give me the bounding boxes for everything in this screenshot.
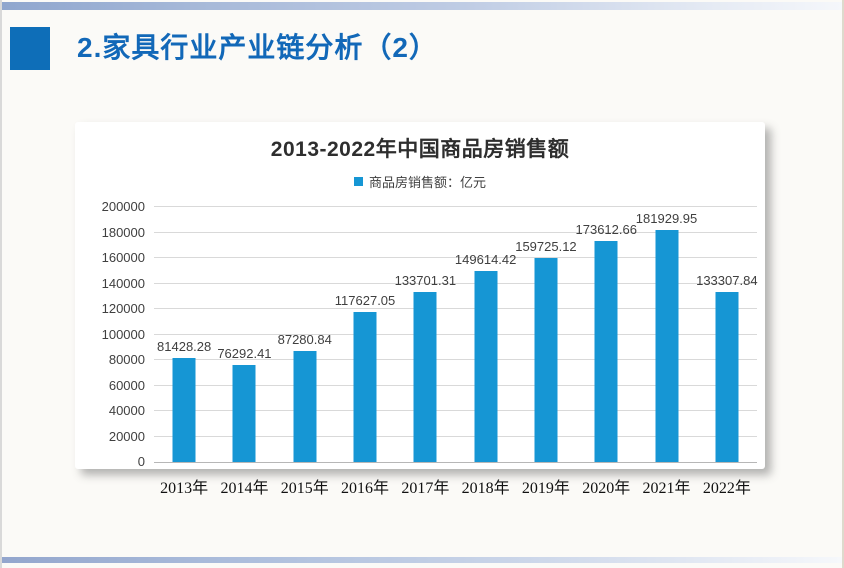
bar-column: 133701.31: [394, 207, 457, 462]
bar-column: 181929.95: [635, 207, 698, 462]
bar-data-label: 76292.41: [217, 345, 272, 361]
x-axis-line: [154, 462, 757, 463]
bar-data-label: 87280.84: [277, 331, 332, 347]
bar-column: 133307.84: [696, 207, 758, 462]
y-tick-label: 80000: [108, 352, 145, 367]
legend-label: 商品房销售额：亿元: [368, 174, 486, 190]
bar-2019年: [534, 258, 558, 462]
x-tick-label: 2016年: [341, 480, 390, 497]
legend-swatch-icon: [353, 176, 363, 186]
bar-data-label: 81428.28: [157, 339, 212, 355]
bar-2016年: [353, 312, 377, 462]
x-tick-label: 2020年: [582, 480, 631, 497]
x-axis-labels: 2013年 2014年 2015年 2016年 2017年 2018年 2019年 2020年…: [154, 474, 757, 497]
y-tick-label: 120000: [101, 301, 145, 316]
y-tick-label: 60000: [108, 377, 145, 393]
bar-data-label: 133307.84: [696, 273, 758, 289]
bar-data-label: 159725.12: [515, 239, 577, 255]
y-tick-label: 160000: [101, 250, 145, 265]
chart-card: 2013-2022年中国商品房销售额 商品房销售额：亿元 0 20000 40000…: [75, 122, 765, 469]
y-tick-label: 0: [137, 454, 145, 469]
x-tick-label: 2013年: [160, 480, 209, 497]
bar-column: 87280.84: [275, 207, 335, 462]
bar-column: 81428.28: [154, 207, 214, 462]
bar-column: 76292.41: [214, 207, 274, 462]
plot-area: 0 20000 40000 60000 80000 100000 120000 140000 1…: [102, 199, 758, 469]
chart-title: 2013-2022年中国商品房销售额: [270, 138, 570, 161]
gridline: [154, 410, 757, 411]
bar-column: 173612.66: [575, 207, 637, 462]
x-tick-label: 2014年: [220, 480, 269, 497]
gridline: [154, 359, 757, 360]
bar-2017年: [413, 291, 437, 462]
x-tick-label: 2021年: [642, 480, 691, 497]
y-tick-label: 40000: [108, 403, 145, 418]
bar-column: 149614.42: [454, 207, 517, 462]
gridline: [154, 308, 757, 309]
x-tick-label: 2017年: [401, 480, 450, 497]
bar-2020年: [594, 240, 618, 462]
gridline: [154, 384, 757, 386]
bar-2013年: [172, 358, 196, 462]
bar-data-label: 173612.66: [575, 221, 637, 237]
bar-2021年: [655, 230, 679, 462]
title-bullet-square-icon: [10, 27, 50, 70]
bar-2014年: [232, 364, 256, 462]
bar-data-label: 117627.05: [334, 293, 396, 309]
y-tick-label: 200000: [101, 199, 145, 214]
gridline: [154, 231, 757, 233]
page-title: 2.家具行业产业链分析（2）: [77, 32, 438, 63]
x-tick-label: 2015年: [280, 480, 329, 497]
bar-data-label: 149614.42: [454, 252, 517, 268]
bar-column: 117627.05: [335, 207, 395, 462]
x-tick-label: 2019年: [521, 480, 570, 497]
bottom-accent-bar: [2, 557, 842, 563]
bar-2022年: [715, 292, 739, 462]
bar-data-label: 133701.31: [394, 272, 457, 288]
top-accent-bar: [2, 2, 842, 10]
gridline: [154, 333, 757, 335]
gridline: [154, 257, 757, 258]
bar-2015年: [293, 350, 317, 462]
bar-column: 159725.12: [515, 207, 577, 462]
bar-data-label: 181929.95: [635, 211, 698, 227]
x-tick-label: 2022年: [702, 480, 751, 497]
x-tick-label: 2018年: [461, 480, 510, 497]
header: 2.家具行业产业链分析（2）: [2, 0, 842, 90]
bar-2018年: [474, 271, 498, 462]
y-tick-label: 100000: [101, 326, 145, 342]
chart-legend: 商品房销售额：亿元: [75, 173, 765, 190]
y-tick-label: 20000: [108, 428, 145, 444]
gridline: [154, 282, 757, 284]
y-tick-label: 180000: [101, 224, 145, 240]
gridline: [154, 435, 757, 437]
y-tick-label: 140000: [101, 275, 145, 291]
gridline: [154, 206, 757, 207]
